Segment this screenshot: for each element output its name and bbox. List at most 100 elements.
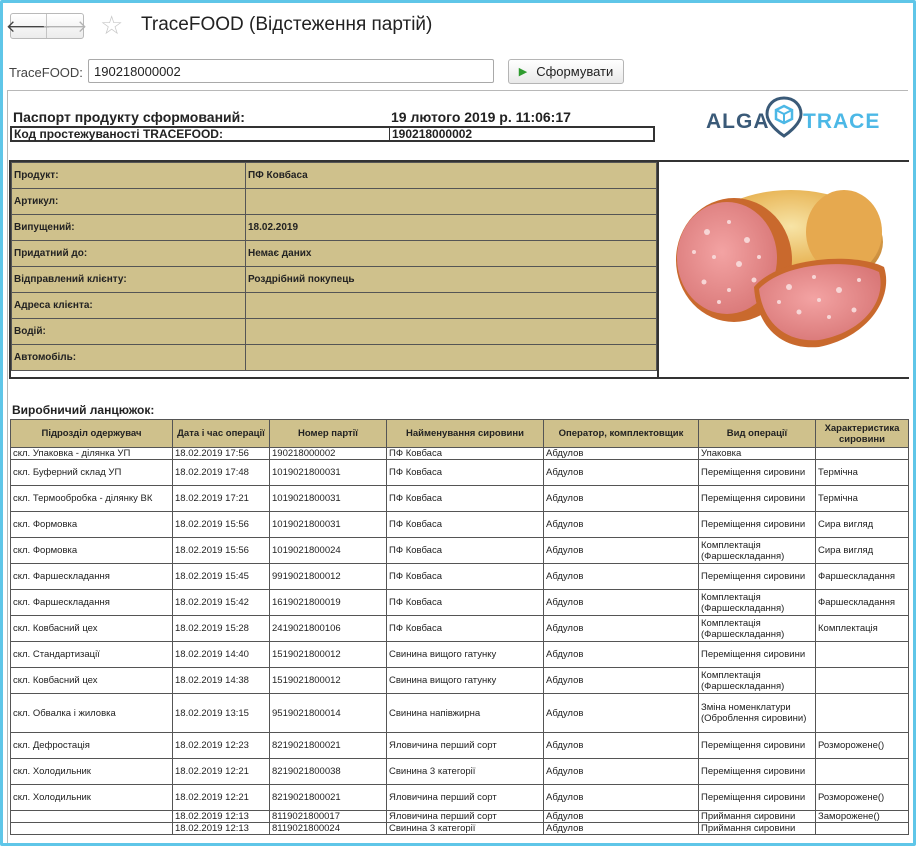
table-cell: Переміщення сировини: [698, 459, 816, 486]
info-row: Продукт: ПФ Ковбаса: [11, 162, 657, 189]
trace-code-row: Код простежуваності TRACEFOOD: 190218000…: [10, 126, 655, 142]
table-row[interactable]: скл. Ковбасний цех 18.02.2019 15:28 241902…: [10, 615, 909, 642]
table-cell: 1519021800012: [269, 667, 387, 694]
table-row[interactable]: скл. Буферний склад УП 18.02.2019 17:48 10…: [10, 459, 909, 486]
table-cell: скл. Формовка: [10, 537, 173, 564]
table-cell: скл. Фаршескладання: [10, 563, 173, 590]
info-row: Адреса клієнта:: [11, 292, 657, 319]
arrow-left-icon: 🡐: [5, 16, 52, 36]
table-cell: Абдулов: [543, 641, 699, 668]
table-cell: 1019021800031: [269, 511, 387, 538]
table-row[interactable]: 18.02.2019 12:13 8119021800024 Свинина 3 к…: [10, 822, 909, 835]
table-cell: 2419021800106: [269, 615, 387, 642]
column-header[interactable]: Характеристика сировини: [815, 419, 909, 448]
table-cell: Комплектація (Фаршескладання): [698, 615, 816, 642]
table-cell: Абдулов: [543, 693, 699, 733]
logo-map-pin-icon: [765, 96, 803, 138]
passport-date: 19 лютого 2019 р. 11:06:17: [391, 109, 571, 125]
column-header[interactable]: Підрозділ одержувач: [10, 419, 173, 448]
table-row[interactable]: скл. Холодильник 18.02.2019 12:21 82190218…: [10, 758, 909, 785]
table-row[interactable]: скл. Дефростація 18.02.2019 12:23 82190218…: [10, 732, 909, 759]
table-cell: Фаршескладання: [815, 563, 909, 590]
product-info-box: Продукт: ПФ Ковбаса Артикул: Випущений: 18.0…: [9, 160, 909, 379]
table-row[interactable]: скл. Обвалка і жиловка 18.02.2019 13:15 95…: [10, 693, 909, 733]
back-button[interactable]: 🡐: [6, 14, 51, 38]
table-cell: Приймання сировини: [698, 822, 816, 835]
info-key: Автомобіль:: [11, 344, 246, 371]
table-cell: 8119021800024: [269, 822, 387, 835]
info-row: Водій:: [11, 318, 657, 345]
table-cell: 18.02.2019 12:21: [172, 784, 270, 811]
table-cell: Абдулов: [543, 758, 699, 785]
table-cell: [815, 693, 909, 733]
table-row[interactable]: скл. Ковбасний цех 18.02.2019 14:38 151902…: [10, 667, 909, 694]
table-cell: 18.02.2019 15:42: [172, 589, 270, 616]
table-row[interactable]: скл. Формовка 18.02.2019 15:56 10190218000…: [10, 511, 909, 538]
table-cell: 8219021800021: [269, 732, 387, 759]
product-info-table: Продукт: ПФ Ковбаса Артикул: Випущений: 18.0…: [11, 162, 657, 371]
table-cell: 1019021800031: [269, 485, 387, 512]
info-row: Артикул:: [11, 188, 657, 215]
table-cell: Переміщення сировини: [698, 511, 816, 538]
column-header[interactable]: Номер партії: [269, 419, 387, 448]
arrow-right-icon: 🡒: [41, 16, 88, 36]
table-cell: Комплектація: [815, 615, 909, 642]
sausage-image: [676, 190, 887, 348]
table-cell: скл. Ковбасний цех: [10, 615, 173, 642]
info-value: Роздрібний покупець: [245, 266, 657, 293]
table-cell: Свинина 3 категорії: [386, 758, 544, 785]
star-icon[interactable]: ☆: [100, 10, 124, 40]
table-row[interactable]: скл. Холодильник 18.02.2019 12:21 82190218…: [10, 784, 909, 811]
forward-button[interactable]: 🡒: [42, 14, 88, 38]
table-row[interactable]: скл. Фаршескладання 18.02.2019 15:42 16190…: [10, 589, 909, 616]
table-cell: 18.02.2019 17:48: [172, 459, 270, 486]
table-cell: Упаковка: [698, 447, 816, 460]
table-cell: Абдулов: [543, 615, 699, 642]
column-header[interactable]: Найменування сировини: [386, 419, 544, 448]
table-cell: Переміщення сировини: [698, 732, 816, 759]
table-row[interactable]: 18.02.2019 12:13 8119021800017 Яловичина п…: [10, 810, 909, 823]
info-row: Автомобіль:: [11, 344, 657, 371]
table-row[interactable]: скл. Фаршескладання 18.02.2019 15:45 99190…: [10, 563, 909, 590]
table-row[interactable]: скл. Стандартизації 18.02.2019 14:40 15190…: [10, 641, 909, 668]
table-cell: Заморожене(): [815, 810, 909, 823]
table-cell: скл. Дефростація: [10, 732, 173, 759]
tracefood-input[interactable]: [88, 59, 494, 83]
production-chain-table: Підрозділ одержувач Дата і час операції Но…: [10, 419, 909, 835]
table-cell: 18.02.2019 12:23: [172, 732, 270, 759]
table-cell: ПФ Ковбаса: [386, 459, 544, 486]
column-header[interactable]: Вид операції: [698, 419, 816, 448]
table-cell: [815, 447, 909, 460]
trace-code-value: 190218000002: [389, 128, 652, 141]
table-cell: 18.02.2019 12:21: [172, 758, 270, 785]
trace-code-label: Код простежуваності TRACEFOOD:: [14, 127, 223, 141]
table-cell: Переміщення сировини: [698, 784, 816, 811]
column-header[interactable]: Дата і час операції: [172, 419, 270, 448]
table-cell: Абдулов: [543, 511, 699, 538]
table-cell: Зміна номенклатури (Оброблення сировини): [698, 693, 816, 733]
table-cell: Яловичина перший сорт: [386, 810, 544, 823]
table-cell: 9919021800012: [269, 563, 387, 590]
production-chain-title: Виробничий ланцюжок:: [12, 403, 155, 417]
table-cell: Яловичина перший сорт: [386, 784, 544, 811]
table-row[interactable]: скл. Формовка 18.02.2019 15:56 10190218000…: [10, 537, 909, 564]
table-cell: 1019021800031: [269, 459, 387, 486]
table-cell: Абдулов: [543, 822, 699, 835]
table-cell: Абдулов: [543, 485, 699, 512]
table-cell: Свинина напівжирна: [386, 693, 544, 733]
table-cell: Переміщення сировини: [698, 758, 816, 785]
table-cell: ПФ Ковбаса: [386, 511, 544, 538]
table-cell: скл. Обвалка і жиловка: [10, 693, 173, 733]
logo-text-alga: ALGA: [706, 110, 770, 133]
table-cell: Сира вигляд: [815, 537, 909, 564]
table-cell: Абдулов: [543, 732, 699, 759]
table-cell: 18.02.2019 17:21: [172, 485, 270, 512]
table-cell: Абдулов: [543, 537, 699, 564]
column-header[interactable]: Оператор, комплектовщик: [543, 419, 699, 448]
info-value: [245, 292, 657, 319]
table-cell: Свинина вищого гатунку: [386, 641, 544, 668]
table-cell: Комплектація (Фаршескладання): [698, 667, 816, 694]
table-row[interactable]: скл. Упаковка - ділянка УП 18.02.2019 17:…: [10, 447, 909, 460]
table-row[interactable]: скл. Термообробка - ділянку ВК 18.02.2019…: [10, 485, 909, 512]
generate-button[interactable]: ▶ Сформувати: [508, 59, 624, 84]
